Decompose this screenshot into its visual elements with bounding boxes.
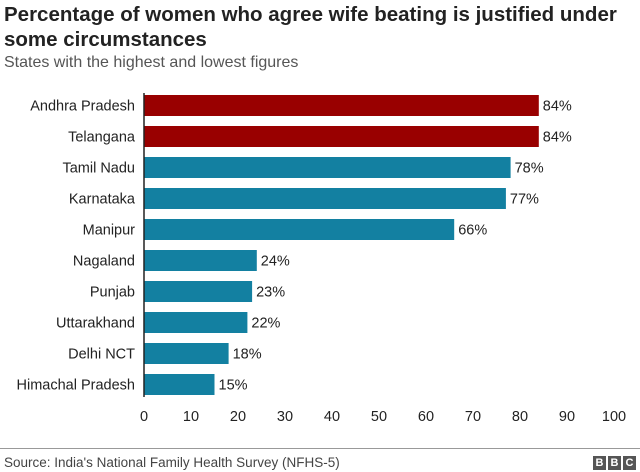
category-label: Uttarakhand <box>56 316 135 332</box>
x-tick-label: 30 <box>277 409 293 425</box>
data-label: 78% <box>515 161 544 177</box>
bar <box>144 250 257 271</box>
x-tick-label: 10 <box>183 409 199 425</box>
bar <box>144 343 229 364</box>
bar <box>144 374 215 395</box>
x-tick-label: 20 <box>230 409 246 425</box>
bbc-logo-letter: B <box>608 456 621 470</box>
x-tick-label: 60 <box>418 409 434 425</box>
data-label: 84% <box>543 130 572 146</box>
data-label: 24% <box>261 254 290 270</box>
category-label: Himachal Pradesh <box>17 378 135 394</box>
category-label: Nagaland <box>73 254 135 270</box>
x-tick-label: 100 <box>602 409 626 425</box>
data-label: 18% <box>233 347 262 363</box>
data-label: 66% <box>458 223 487 239</box>
category-label: Tamil Nadu <box>62 161 135 177</box>
x-tick-label: 90 <box>559 409 575 425</box>
bbc-logo-letter: B <box>593 456 606 470</box>
bbc-logo: B B C <box>593 456 636 470</box>
bbc-logo-letter: C <box>623 456 636 470</box>
x-tick-label: 50 <box>371 409 387 425</box>
data-label: 22% <box>251 316 280 332</box>
category-label: Manipur <box>83 223 136 239</box>
bar <box>144 157 511 178</box>
category-label: Punjab <box>90 285 135 301</box>
bar-chart: Andhra Pradesh 84% Telangana 84% Tamil Nadu 7… <box>17 93 626 425</box>
x-tick-label: 0 <box>140 409 148 425</box>
chart-subtitle: States with the highest and lowest figur… <box>4 54 299 71</box>
category-label: Telangana <box>68 130 136 146</box>
category-label: Andhra Pradesh <box>30 99 135 115</box>
data-label: 84% <box>543 99 572 115</box>
source-note: Source: India's National Family Health S… <box>4 455 340 470</box>
chart-title: Percentage of women who agree wife beati… <box>4 3 617 51</box>
data-label: 77% <box>510 192 539 208</box>
x-tick-label: 70 <box>465 409 481 425</box>
footer-divider <box>0 448 640 449</box>
bar <box>144 126 539 147</box>
bar <box>144 281 253 302</box>
bar <box>144 95 539 116</box>
x-tick-label: 40 <box>324 409 340 425</box>
data-label: 23% <box>256 285 285 301</box>
bar <box>144 219 455 240</box>
data-label: 15% <box>219 378 248 394</box>
category-label: Delhi NCT <box>68 347 135 363</box>
bar <box>144 188 506 209</box>
category-label: Karnataka <box>69 192 136 208</box>
bar <box>144 312 248 333</box>
x-tick-label: 80 <box>512 409 528 425</box>
